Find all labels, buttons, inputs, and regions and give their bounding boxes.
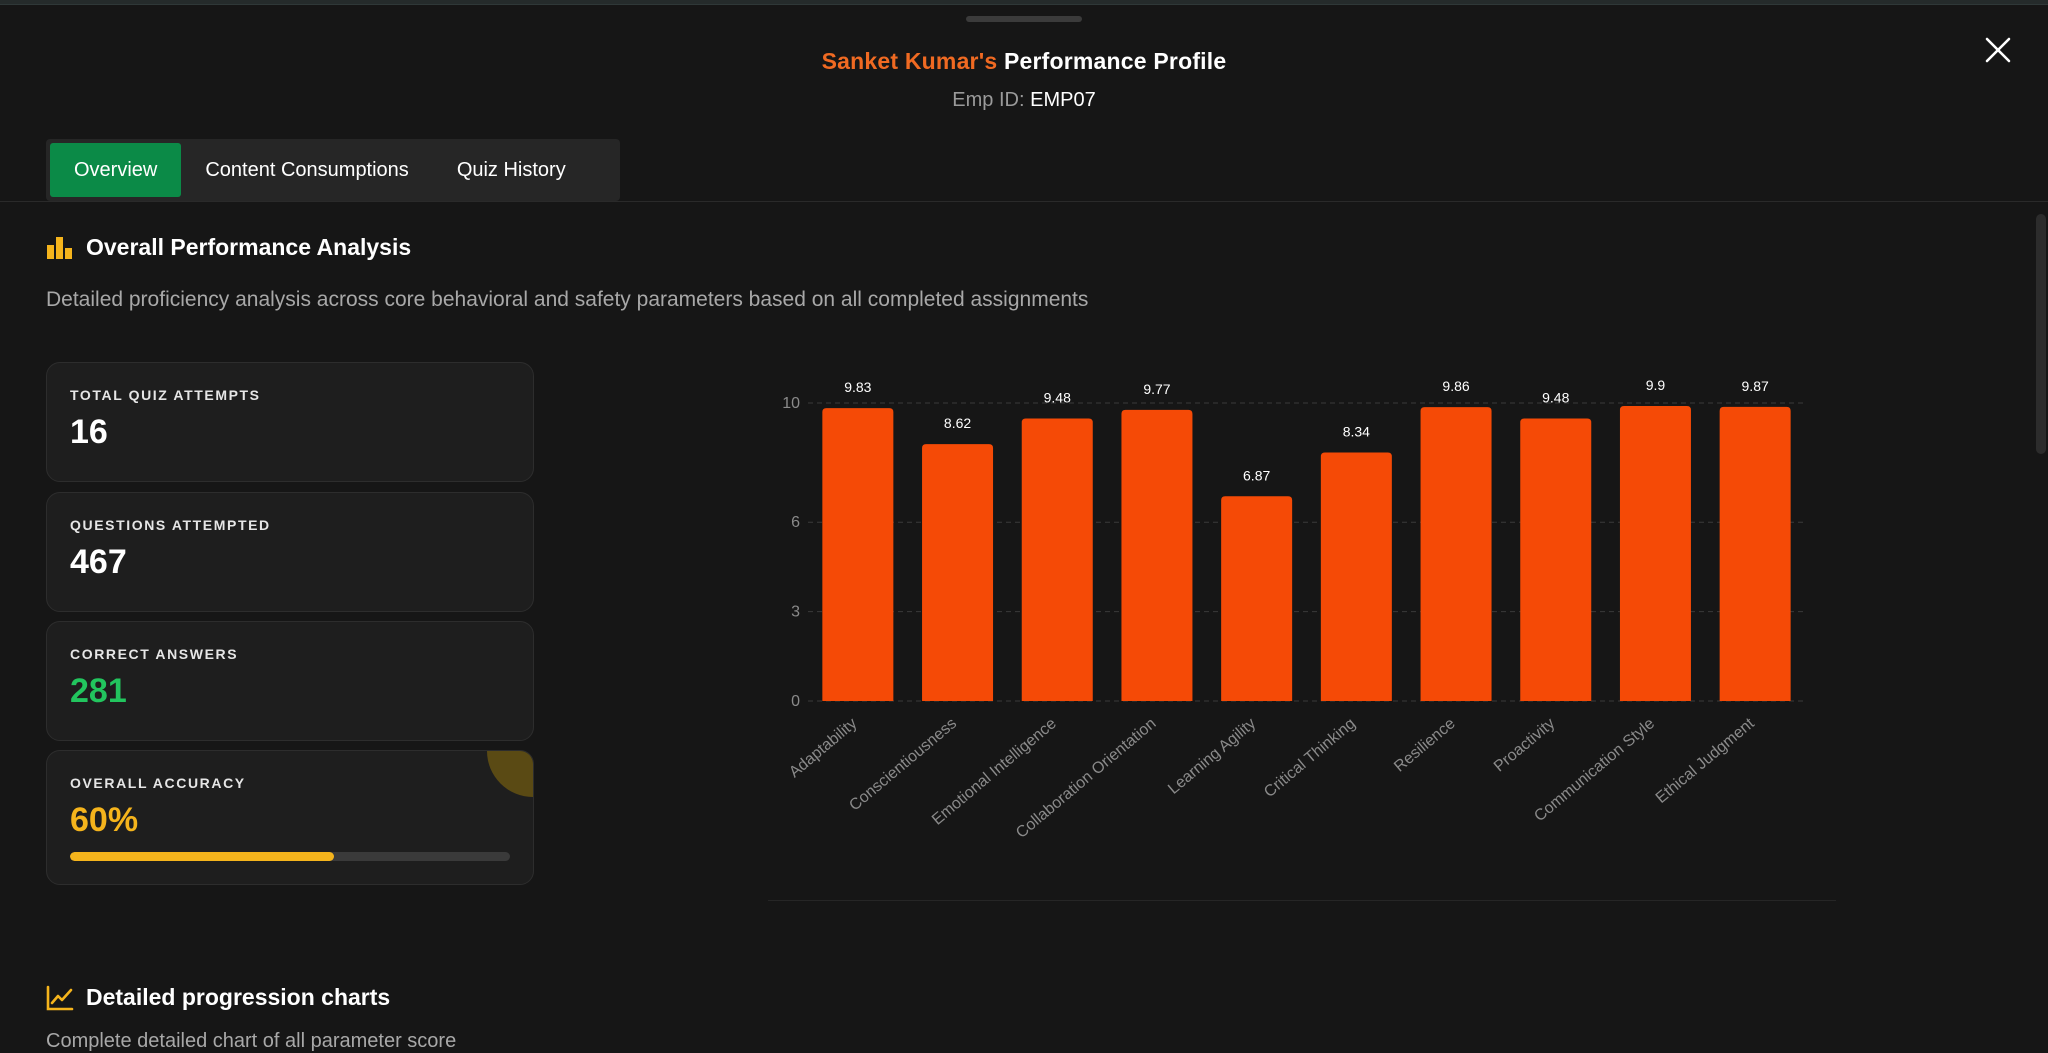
overview-section-header: Overall Performance Analysis (46, 234, 411, 261)
close-icon (1985, 37, 2011, 63)
y-tick-label: 6 (791, 514, 800, 531)
tab-quiz-history[interactable]: Quiz History (456, 158, 566, 181)
bar-communication-style[interactable] (1619, 405, 1691, 701)
stat-label: TOTAL QUIZ ATTEMPTS (70, 387, 261, 403)
tab-bar: Overview Content Consumptions Quiz Histo… (46, 139, 620, 201)
bar-value-label: 9.87 (1742, 378, 1769, 394)
tab-content-consumptions[interactable]: Content Consumptions (205, 158, 409, 181)
x-tick-label: Resilience (1391, 715, 1459, 776)
emp-id-value: EMP07 (1030, 89, 1096, 111)
bar-value-label: 9.48 (1044, 389, 1071, 405)
overview-heading: Overall Performance Analysis (86, 234, 412, 260)
performance-bar-chart: 0 3 6 10 9.83 Adaptability 8.62 Conscientiousne… (782, 377, 1805, 842)
stat-label: QUESTIONS ATTEMPTED (70, 517, 271, 533)
stat-label: CORRECT ANSWERS (70, 646, 239, 662)
stat-value: 60% (70, 801, 139, 839)
y-tick-label: 3 (791, 604, 800, 621)
top-border (0, 0, 2048, 5)
stat-card-total-quiz-attempts: TOTAL QUIZ ATTEMPTS 16 (46, 362, 534, 482)
bar-value-label: 9.83 (844, 379, 871, 395)
bar-value-label: 8.34 (1343, 423, 1370, 439)
y-tick-label: 10 (782, 395, 800, 412)
bar-conscientiousness[interactable] (922, 444, 994, 701)
progression-description: Complete detailed chart of all parameter… (46, 1030, 457, 1052)
bar-collaboration-orientation[interactable] (1121, 409, 1193, 701)
stat-label: OVERALL ACCURACY (70, 775, 246, 791)
employee-name: Sanket Kumar's (821, 48, 998, 74)
x-tick-label: Ethical Judgment (1653, 715, 1758, 807)
bar-resilience[interactable] (1420, 407, 1492, 701)
stat-value: 16 (70, 413, 108, 451)
profile-header: Sanket Kumar's Performance Profile Emp I… (0, 48, 2048, 112)
bar-emotional-intelligence[interactable] (1021, 418, 1093, 701)
y-tick-label: 0 (791, 693, 800, 710)
progression-heading: Detailed progression charts (86, 984, 391, 1010)
tab-overview[interactable]: Overview (50, 143, 182, 197)
emp-id-label: Emp ID: (952, 89, 1025, 111)
accuracy-progress-fill (70, 852, 334, 861)
stat-value: 281 (70, 672, 127, 710)
bar-ethical-judgment[interactable] (1719, 406, 1791, 701)
stat-card-correct-answers: CORRECT ANSWERS 281 (46, 621, 534, 741)
progression-section-header: Detailed progression charts (46, 984, 390, 1011)
scrollbar-thumb[interactable] (2036, 214, 2046, 454)
bar-value-label: 9.86 (1442, 378, 1469, 394)
bar-learning-agility[interactable] (1221, 496, 1293, 701)
stat-card-overall-accuracy: OVERALL ACCURACY 60% (46, 750, 534, 885)
chart-divider (768, 900, 1836, 901)
x-tick-label: Conscientiousness (846, 715, 960, 814)
x-tick-label: Critical Thinking (1261, 715, 1359, 801)
bar-value-label: 9.9 (1646, 377, 1666, 393)
bar-value-label: 9.77 (1143, 381, 1170, 397)
x-tick-label: Learning Agility (1165, 715, 1259, 798)
bar-chart-icon (47, 236, 72, 259)
bar-proactivity[interactable] (1520, 418, 1592, 701)
stat-card-questions-attempted: QUESTIONS ATTEMPTED 467 (46, 492, 534, 612)
overview-description: Detailed proficiency analysis across cor… (46, 288, 1089, 311)
accuracy-progress-bar (70, 852, 510, 861)
bar-value-label: 6.87 (1243, 467, 1270, 483)
x-tick-label: Adaptability (786, 715, 860, 781)
drag-handle[interactable] (966, 16, 1082, 22)
bar-critical-thinking[interactable] (1320, 452, 1392, 701)
close-button[interactable] (1980, 32, 2016, 68)
x-tick-label: Proactivity (1491, 715, 1558, 775)
employee-id: Emp ID: EMP07 (0, 89, 2048, 112)
line-chart-icon (46, 985, 74, 1010)
bar-value-label: 9.48 (1542, 389, 1569, 405)
header-divider (0, 201, 2048, 202)
bar-value-label: 8.62 (944, 415, 971, 431)
page-title: Sanket Kumar's Performance Profile (0, 48, 2048, 75)
title-suffix: Performance Profile (1003, 48, 1227, 74)
bar-adaptability[interactable] (822, 408, 894, 701)
stat-value: 467 (70, 543, 127, 581)
